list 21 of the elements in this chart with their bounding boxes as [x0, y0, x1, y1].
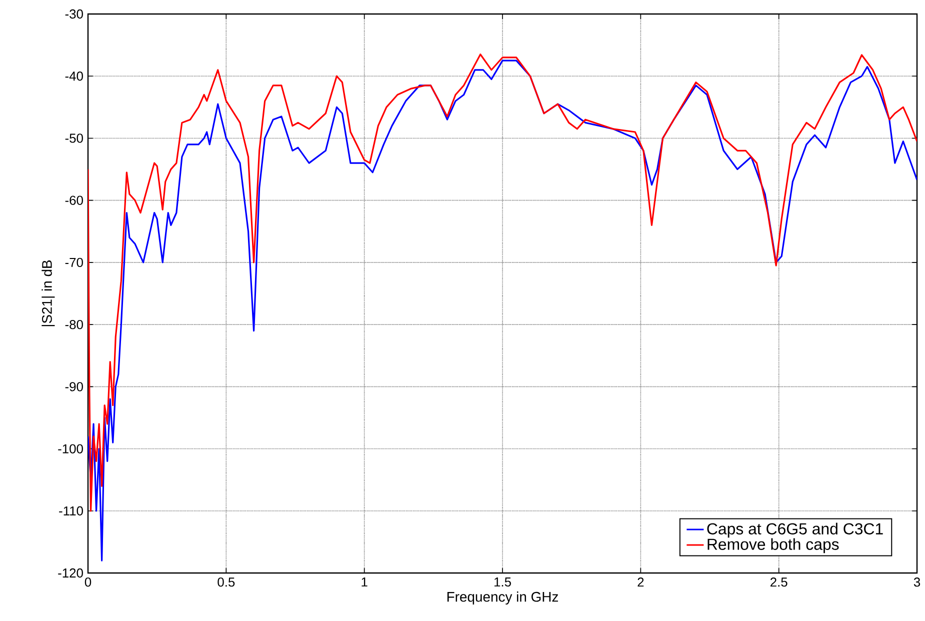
x-tick-label: 3: [914, 578, 920, 587]
x-tick-label: 2.5: [770, 578, 788, 587]
x-tick-label: 0: [84, 578, 92, 587]
y-tick-label: -110: [59, 506, 83, 516]
y-tick-label: -40: [65, 72, 83, 81]
y-axis-title: |S21| in dB: [42, 260, 55, 326]
x-tick-label: 2: [638, 578, 644, 587]
y-tick-label: -120: [58, 568, 83, 578]
legend-label: Caps at C6G5 and C3C1: [707, 522, 883, 538]
x-tick-label: 1.5: [494, 578, 511, 587]
y-tick-label: -70: [65, 258, 83, 268]
y-tick-label: -50: [65, 134, 83, 143]
x-axis-title: Frequency in GHz: [447, 592, 558, 605]
y-tick-label: -100: [58, 444, 83, 454]
legend-label: Remove both caps: [708, 538, 839, 554]
x-tick-label: 0.5: [218, 578, 235, 587]
x-tick-label: 1: [362, 578, 368, 586]
y-tick-label: -90: [65, 382, 83, 392]
y-tick-label: -80: [65, 320, 83, 330]
y-tick-label: -60: [65, 196, 83, 205]
y-tick-label: -30: [65, 9, 83, 19]
